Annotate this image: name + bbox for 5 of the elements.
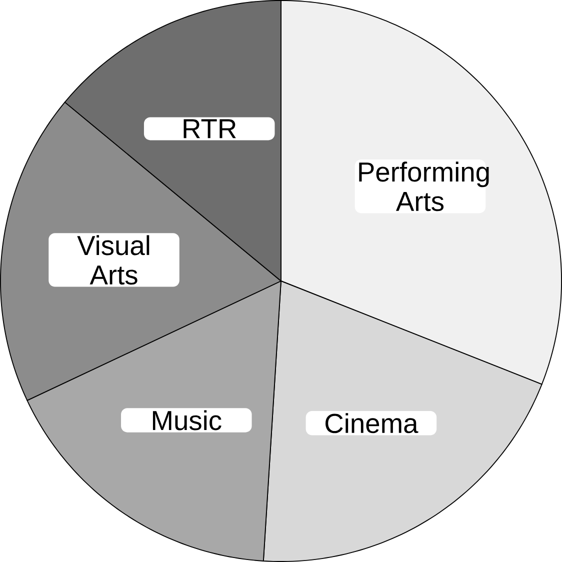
slice-label: RTR xyxy=(184,119,236,138)
slice-label: Visual Arts xyxy=(77,235,150,285)
slice-label: Cinema xyxy=(326,413,418,434)
slice-label: Performing Arts xyxy=(359,162,489,212)
slice-label: Music xyxy=(152,410,222,430)
